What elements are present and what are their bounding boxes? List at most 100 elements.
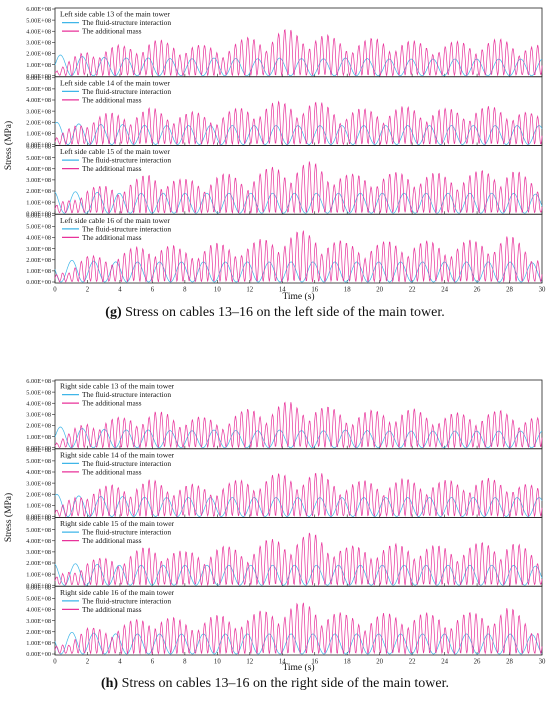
caption-h-label: (h): [100, 676, 119, 691]
legend-label: The fluid-structure interaction: [82, 156, 171, 165]
y-tick-label: 6.00E+08: [26, 447, 51, 454]
panel-h-1: 0.00E+00 1.00E+08 2.00E+08 3.00E+08 4.00E+08…: [26, 378, 543, 452]
legend-label: The additional mass: [82, 467, 142, 476]
legend-label: The fluid-structure interaction: [82, 18, 171, 27]
y-tick-label: 5.00E+08: [26, 155, 51, 162]
series-additional-mass-line: [54, 100, 543, 146]
x-tick-label: 26: [474, 287, 481, 294]
y-axis-label: Stress (MPa): [3, 493, 14, 542]
series-additional-mass-line: [54, 532, 543, 587]
series-additional-mass-line: [54, 401, 543, 449]
y-tick-label: 6.00E+08: [26, 584, 51, 591]
y-tick-label: 1.00E+08: [26, 199, 51, 206]
x-tick-label: 8: [183, 659, 187, 666]
x-tick-label: 22: [409, 287, 416, 294]
x-tick-label: 10: [214, 659, 221, 666]
x-tick-label: 12: [246, 287, 253, 294]
y-tick-label: 0.00E+00: [26, 651, 51, 658]
y-tick-label: 4.00E+08: [26, 28, 51, 35]
y-tick-label: 1.00E+08: [26, 268, 51, 275]
x-tick-label: 4: [118, 659, 122, 666]
y-tick-label: 1.00E+08: [26, 434, 51, 441]
panel-g-1: 0.00E+00 1.00E+08 2.00E+08 3.00E+08 4.00E+08…: [26, 6, 543, 80]
y-tick-label: 6.00E+08: [26, 75, 51, 82]
series-additional-mass-line: [54, 28, 543, 77]
legend-label: The additional mass: [82, 536, 142, 545]
x-tick-label: 14: [279, 287, 286, 294]
x-tick-label: 28: [506, 659, 513, 666]
legend-label: The additional mass: [82, 95, 142, 104]
y-tick-label: 5.00E+08: [26, 458, 51, 465]
series-fluid-structure-line: [54, 54, 543, 77]
x-axis-label: Time (s): [282, 291, 314, 302]
y-tick-label: 2.00E+08: [26, 257, 51, 264]
y-tick-label: 3.00E+08: [26, 549, 51, 556]
y-tick-label: 4.00E+08: [26, 469, 51, 476]
y-tick-label: 4.00E+08: [26, 400, 51, 407]
y-tick-label: 3.00E+08: [26, 412, 51, 419]
y-tick-label: 5.00E+08: [26, 596, 51, 603]
x-tick-label: 16: [311, 287, 318, 294]
x-tick-label: 24: [441, 659, 448, 666]
y-tick-label: 2.00E+08: [26, 629, 51, 636]
panel-g-3: 0.00E+00 1.00E+08 2.00E+08 3.00E+08 4.00E+08…: [26, 144, 543, 217]
x-tick-label: 0: [53, 287, 57, 294]
caption-h-text: Stress on cables 13–16 on the right side…: [121, 676, 449, 691]
panel-title: Right side cable 13 of the main tower: [60, 382, 175, 391]
legend-label: The fluid-structure interaction: [82, 596, 171, 605]
x-tick-label: 6: [151, 287, 155, 294]
y-tick-label: 4.00E+08: [26, 166, 51, 173]
panel-title: Left side cable 13 of the main tower: [60, 10, 170, 19]
x-tick-label: 10: [214, 287, 221, 294]
x-tick-label: 6: [151, 659, 155, 666]
y-tick-label: 5.00E+08: [26, 389, 51, 396]
y-tick-label: 3.00E+08: [26, 480, 51, 487]
panel-h-4: 0.00E+00 1.00E+08 2.00E+08 3.00E+08 4.00E+08…: [26, 584, 543, 658]
y-tick-label: 1.00E+08: [26, 131, 51, 138]
legend-label: The fluid-structure interaction: [82, 528, 171, 537]
x-tick-label: 22: [409, 659, 416, 666]
y-tick-label: 2.00E+08: [26, 51, 51, 58]
x-tick-label: 8: [183, 287, 187, 294]
series-additional-mass-line: [54, 161, 543, 215]
y-tick-label: 0.00E+00: [26, 73, 51, 80]
panel-title: Right side cable 15 of the main tower: [60, 519, 175, 528]
series-additional-mass-line: [54, 602, 543, 656]
panel-title: Left side cable 14 of the main tower: [60, 78, 170, 87]
x-tick-label: 0: [53, 659, 57, 666]
y-tick-label: 4.00E+08: [26, 607, 51, 614]
chart-h: 0.00E+00 1.00E+08 2.00E+08 3.00E+08 4.00E+08…: [3, 378, 546, 673]
y-tick-label: 0.00E+00: [26, 210, 51, 217]
x-tick-label: 18: [344, 287, 351, 294]
y-tick-label: 2.00E+08: [26, 423, 51, 430]
legend-label: The fluid-structure interaction: [82, 390, 171, 399]
y-tick-label: 6.00E+08: [26, 144, 51, 151]
x-axis-label: Time (s): [282, 662, 314, 673]
y-tick-label: 3.00E+08: [26, 177, 51, 184]
y-tick-label: 1.00E+08: [26, 640, 51, 647]
y-tick-label: 5.00E+08: [26, 86, 51, 93]
y-tick-label: 4.00E+08: [26, 538, 51, 545]
caption-g-label: (g): [105, 305, 122, 320]
x-tick-label: 2: [86, 659, 90, 666]
panel-title: Right side cable 16 of the main tower: [60, 588, 175, 597]
y-tick-label: 2.00E+08: [26, 119, 51, 126]
series-fluid-structure-line: [54, 426, 543, 449]
y-tick-label: 3.00E+08: [26, 618, 51, 625]
x-tick-label: 26: [474, 659, 481, 666]
caption-g-text: Stress on cables 13–16 on the left side …: [125, 305, 445, 320]
y-tick-label: 3.00E+08: [26, 40, 51, 47]
panel-title: Left side cable 16 of the main tower: [60, 216, 170, 225]
y-tick-label: 1.00E+08: [26, 503, 51, 510]
panel-title: Left side cable 15 of the main tower: [60, 147, 170, 156]
panel-title: Right side cable 14 of the main tower: [60, 450, 175, 459]
y-tick-label: 3.00E+08: [26, 108, 51, 115]
x-tick-label: 2: [86, 287, 90, 294]
y-tick-label: 1.00E+08: [26, 62, 51, 69]
y-tick-label: 5.00E+08: [26, 224, 51, 231]
y-tick-label: 6.00E+08: [26, 6, 51, 13]
legend-label: The fluid-structure interaction: [82, 224, 171, 233]
legend-label: The fluid-structure interaction: [82, 87, 171, 96]
y-tick-label: 0.00E+00: [26, 514, 51, 521]
